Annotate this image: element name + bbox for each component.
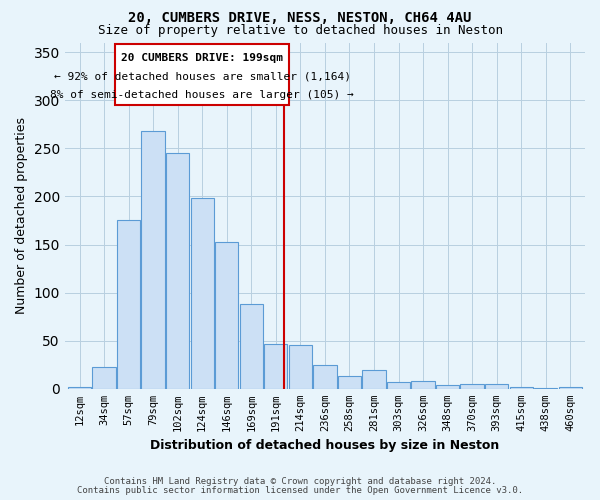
Bar bbox=[68, 387, 91, 389]
Bar bbox=[92, 366, 116, 389]
Bar bbox=[509, 387, 533, 389]
X-axis label: Distribution of detached houses by size in Neston: Distribution of detached houses by size … bbox=[150, 440, 500, 452]
Bar bbox=[485, 384, 508, 389]
Bar bbox=[534, 388, 557, 389]
Text: Contains HM Land Registry data © Crown copyright and database right 2024.: Contains HM Land Registry data © Crown c… bbox=[104, 477, 496, 486]
Bar bbox=[412, 381, 435, 389]
Bar bbox=[289, 344, 312, 389]
Text: Contains public sector information licensed under the Open Government Licence v3: Contains public sector information licen… bbox=[77, 486, 523, 495]
Bar bbox=[460, 384, 484, 389]
Bar bbox=[338, 376, 361, 389]
Bar bbox=[362, 370, 386, 389]
Y-axis label: Number of detached properties: Number of detached properties bbox=[15, 117, 28, 314]
Text: 8% of semi-detached houses are larger (105) →: 8% of semi-detached houses are larger (1… bbox=[50, 90, 354, 101]
Text: ← 92% of detached houses are smaller (1,164): ← 92% of detached houses are smaller (1,… bbox=[54, 72, 351, 82]
Text: 20, CUMBERS DRIVE, NESS, NESTON, CH64 4AU: 20, CUMBERS DRIVE, NESS, NESTON, CH64 4A… bbox=[128, 11, 472, 25]
Bar bbox=[264, 344, 287, 389]
FancyBboxPatch shape bbox=[115, 44, 289, 105]
Text: 20 CUMBERS DRIVE: 199sqm: 20 CUMBERS DRIVE: 199sqm bbox=[121, 53, 283, 63]
Bar bbox=[559, 387, 582, 389]
Bar bbox=[215, 242, 238, 389]
Bar bbox=[166, 153, 190, 389]
Bar bbox=[313, 365, 337, 389]
Text: Size of property relative to detached houses in Neston: Size of property relative to detached ho… bbox=[97, 24, 503, 37]
Bar bbox=[239, 304, 263, 389]
Bar bbox=[191, 198, 214, 389]
Bar bbox=[142, 131, 165, 389]
Bar bbox=[436, 385, 459, 389]
Bar bbox=[387, 382, 410, 389]
Bar bbox=[117, 220, 140, 389]
